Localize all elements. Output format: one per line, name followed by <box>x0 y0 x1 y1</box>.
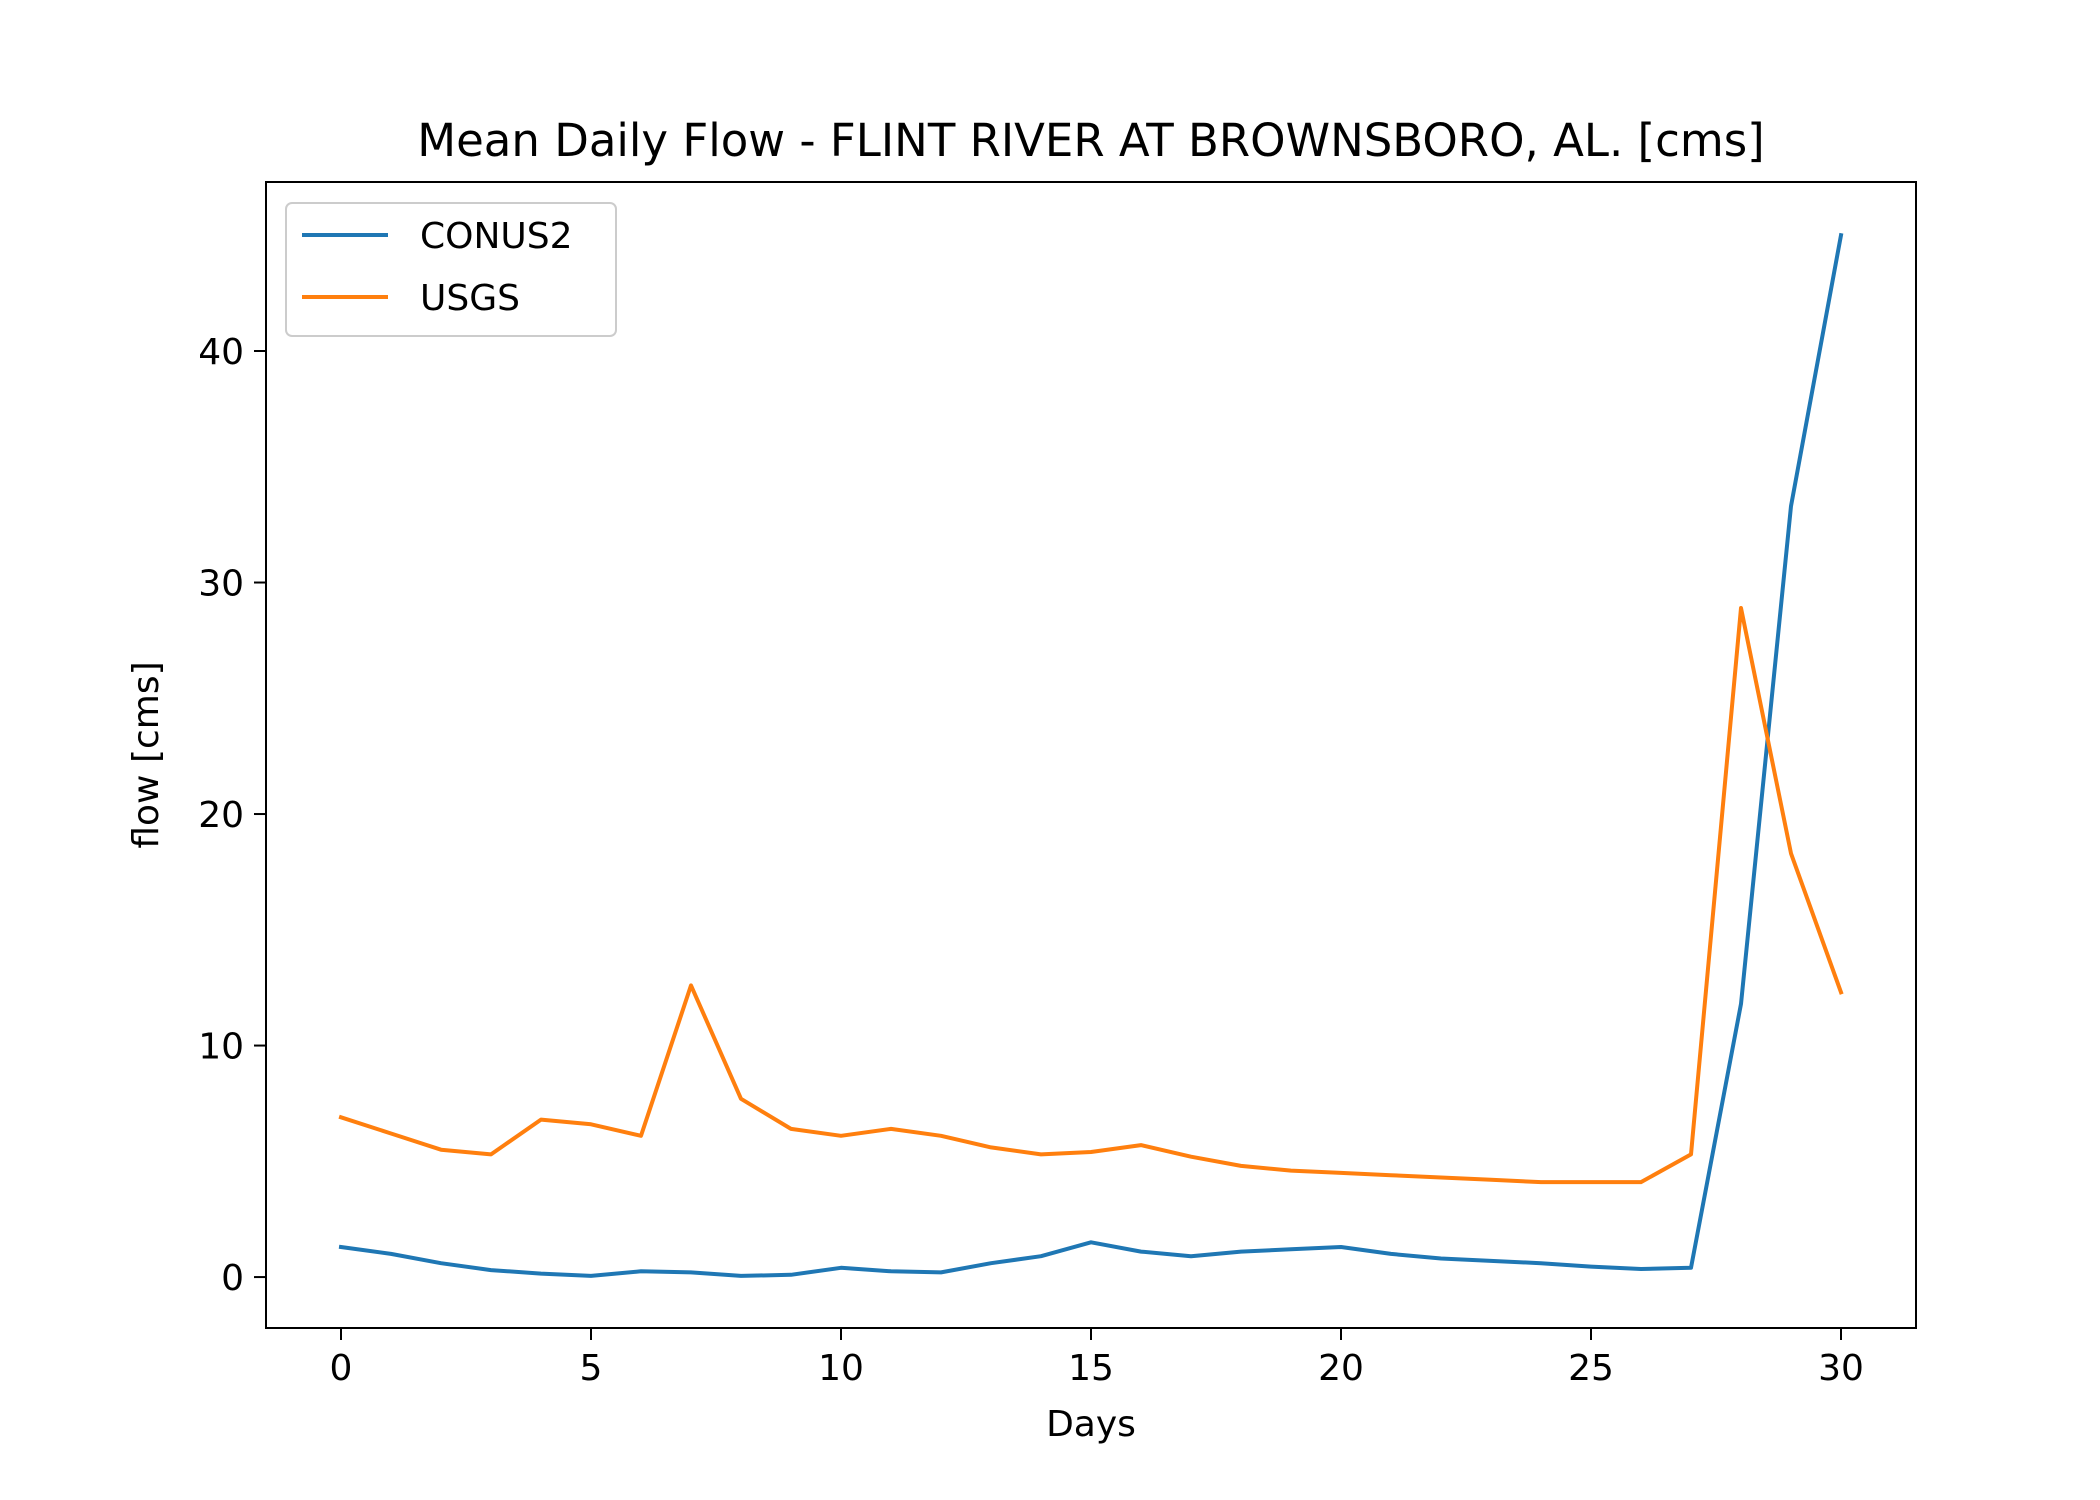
chart-title: Mean Daily Flow - FLINT RIVER AT BROWNSB… <box>417 114 1764 167</box>
x-tick-label: 15 <box>1068 1348 1114 1389</box>
y-tick-label: 10 <box>198 1027 244 1068</box>
plot-frame <box>265 181 1917 1329</box>
x-axis-label: Days <box>1046 1404 1136 1445</box>
x-tick-label: 20 <box>1318 1348 1364 1389</box>
legend-label-conus2: CONUS2 <box>420 216 573 257</box>
x-tick-label: 10 <box>818 1348 864 1389</box>
plot-area <box>338 232 1844 1278</box>
y-tick-label: 40 <box>198 332 244 373</box>
series-line-usgs <box>338 606 1844 1185</box>
legend-label-usgs: USGS <box>420 278 520 319</box>
x-tick-label: 5 <box>580 1348 603 1389</box>
y-tick-label: 0 <box>221 1258 244 1299</box>
legend: CONUS2 USGS <box>285 202 617 337</box>
series-line-conus2 <box>338 232 1844 1278</box>
x-tick-label: 0 <box>330 1348 353 1389</box>
x-axis: 0 5 10 15 20 25 30 <box>330 1328 1864 1389</box>
x-tick-label: 25 <box>1568 1348 1614 1389</box>
x-tick-label: 30 <box>1818 1348 1864 1389</box>
y-axis: 0 10 20 30 40 <box>198 332 266 1299</box>
y-tick-label: 20 <box>198 795 244 836</box>
y-axis-label: flow [cms] <box>126 661 167 848</box>
y-tick-label: 30 <box>198 564 244 605</box>
